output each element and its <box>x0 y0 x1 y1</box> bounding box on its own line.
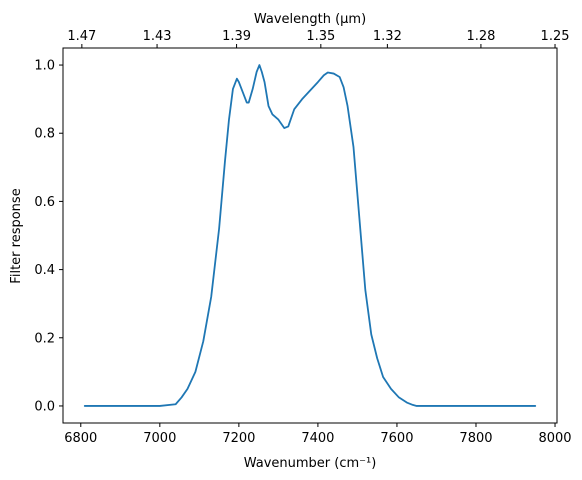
x-tick-label: 8000 <box>538 431 571 446</box>
x-axis-label: Wavenumber (cm⁻¹) <box>244 456 377 471</box>
top-x-axis-label: Wavelength (μm) <box>254 12 366 27</box>
plot-frame <box>62 47 558 424</box>
x-tick-label: 7000 <box>143 431 176 446</box>
y-tick-label: 0.8 <box>34 127 55 142</box>
series-layer <box>83 64 537 407</box>
top-x-tick-label: 1.47 <box>67 29 96 44</box>
x-tick-label: 7400 <box>301 431 334 446</box>
top-x-tick-label: 1.28 <box>466 29 495 44</box>
top-x-tick-label: 1.25 <box>541 29 570 44</box>
top-x-tick-label: 1.39 <box>222 29 251 44</box>
x-tick-label: 6800 <box>64 431 97 446</box>
x-tick-label: 7200 <box>222 431 255 446</box>
top-x-tick-label: 1.43 <box>143 29 172 44</box>
top-x-tick-label: 1.35 <box>306 29 335 44</box>
y-tick-label: 1.0 <box>34 59 55 74</box>
x-tick-label: 7600 <box>380 431 413 446</box>
y-tick-label: 0.2 <box>34 331 55 346</box>
y-tick-label: 0.6 <box>34 195 55 210</box>
y-tick-label: 0.0 <box>34 399 55 414</box>
y-axis-label: Filter response <box>9 188 24 283</box>
ticks-layer: 6800 7000 7200 7400 7600 7800 8000 0.0 0.2 0.4 0.6… <box>34 29 571 446</box>
x-tick-label: 7800 <box>459 431 492 446</box>
top-x-tick-label: 1.32 <box>373 29 402 44</box>
filter-response-line <box>83 64 537 407</box>
y-tick-label: 0.4 <box>34 263 55 278</box>
